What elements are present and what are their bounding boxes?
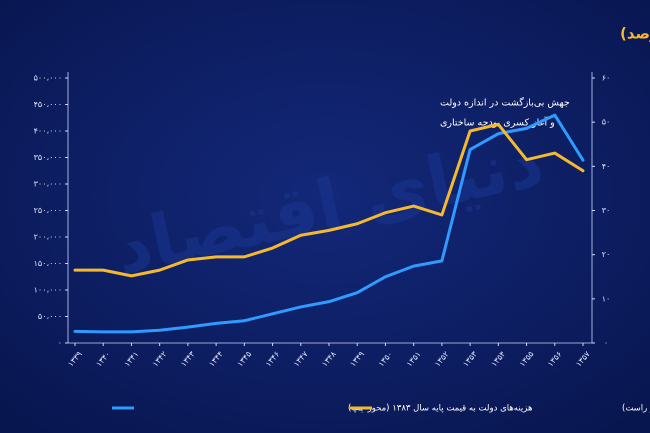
y-tick-label: ۲۰۰،۰۰۰ [34, 233, 62, 242]
annotation: جهش بی‌بازگشت در اندازه دولت [440, 97, 570, 109]
y-tick-label: ۰ [58, 339, 62, 348]
y-tick-label: ۵۰۰،۰۰۰ [34, 74, 62, 83]
y-tick-label: ۳۰۰،۰۰۰ [34, 180, 62, 189]
y2-tick-label: ۴۰ [602, 162, 611, 171]
y2-tick-label: ۶۰ [602, 74, 611, 83]
y-tick-label: ۳۵۰،۰۰۰ [34, 153, 62, 162]
y-tick-label: ۱۵۰،۰۰۰ [34, 259, 62, 268]
legend-label: سهم هزینه‌های دولت از هزینه ناخالص داخلی… [622, 404, 650, 414]
y-tick-label: ۴۰۰،۰۰۰ [34, 127, 62, 136]
y-tick-label: ۴۵۰،۰۰۰ [34, 100, 62, 109]
chart-title: هزینه‌های دولت (میلیارد ریال) و سهم هزین… [620, 25, 650, 43]
y2-tick-label: ۱۰ [602, 294, 611, 303]
y-tick-label: ۲۵۰،۰۰۰ [34, 206, 62, 215]
series-line [73, 113, 585, 334]
y2-tick-label: ۰ [604, 339, 608, 348]
y-tick-label: ۱۰۰،۰۰۰ [34, 286, 62, 295]
y2-tick-label: ۲۰ [602, 250, 611, 259]
legend-label: هزینه‌های دولت به قیمت پایه سال ۱۳۸۳ (مح… [348, 404, 532, 414]
y-tick-label: ۵۰،۰۰۰ [38, 312, 62, 321]
annotation: و آغاز کسری بودجه ساختاری [440, 116, 555, 129]
y2-tick-label: ۵۰ [602, 118, 611, 127]
y2-tick-label: ۳۰ [602, 206, 611, 215]
series-line [73, 122, 585, 278]
